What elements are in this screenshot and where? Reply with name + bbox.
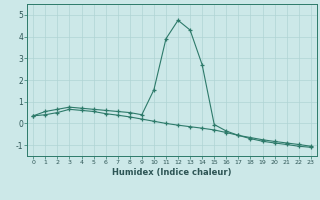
X-axis label: Humidex (Indice chaleur): Humidex (Indice chaleur): [112, 168, 232, 177]
